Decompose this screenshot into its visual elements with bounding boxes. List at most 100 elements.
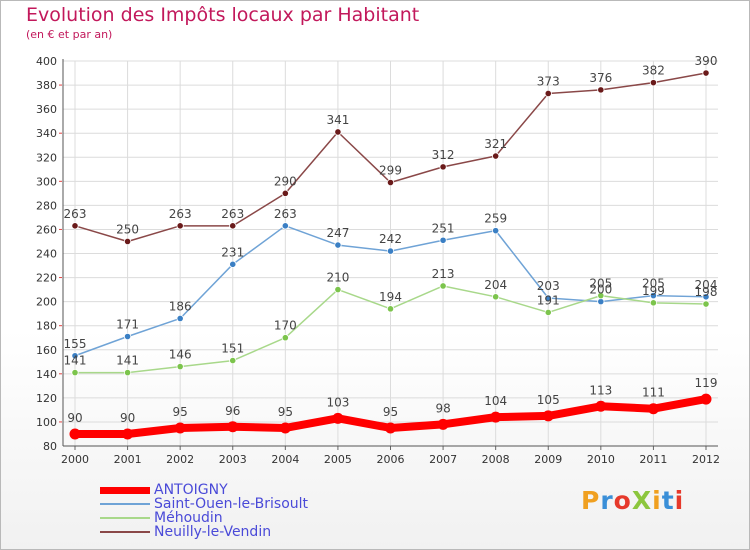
x-tick-label: 2005 <box>324 453 352 466</box>
y-tick-label: 220 <box>36 272 57 285</box>
proxiti-logo: ProXiti <box>581 486 684 515</box>
page-title: Evolution des Impôts locaux par Habitant <box>26 4 420 26</box>
data-label-mehoudin: 191 <box>537 293 560 307</box>
data-point-neuilly-le-vendin <box>386 178 395 187</box>
data-point-neuilly-le-vendin <box>492 152 500 160</box>
data-point-neuilly-le-vendin <box>123 237 132 246</box>
data-label-antoigny: 90 <box>120 411 135 425</box>
data-label-antoigny: 90 <box>67 411 82 425</box>
data-point-mehoudin <box>439 282 447 290</box>
data-point-antoigny <box>227 421 239 433</box>
data-label-saint-ouen-le-brisoult: 155 <box>64 337 87 351</box>
data-point-neuilly-le-vendin <box>649 79 658 87</box>
logo-letter: o <box>613 486 632 515</box>
data-point-antoigny <box>279 422 291 434</box>
data-label-antoigny: 104 <box>484 394 507 408</box>
data-label-neuilly-le-vendin: 263 <box>169 207 192 221</box>
data-point-antoigny <box>542 410 554 422</box>
x-tick-label: 2002 <box>166 453 194 466</box>
logo-letter: t <box>661 486 675 515</box>
data-label-mehoudin: 151 <box>221 342 244 356</box>
data-label-neuilly-le-vendin: 382 <box>642 64 665 78</box>
data-point-neuilly-le-vendin <box>439 163 447 171</box>
y-tick-label: 280 <box>36 199 57 212</box>
data-point-saint-ouen-le-brisoult <box>386 247 395 255</box>
data-labels: 263 250 263 263 290 341 299 312 321 373 376 382 390 1… <box>64 54 718 425</box>
y-tick-label: 400 <box>36 55 57 68</box>
y-tick-label: 240 <box>36 248 57 261</box>
legend-swatch-mehoudin <box>100 517 150 519</box>
data-point-antoigny <box>385 422 396 434</box>
x-tick-label: 2011 <box>639 453 667 466</box>
data-label-neuilly-le-vendin: 263 <box>221 207 244 221</box>
data-point-saint-ouen-le-brisoult <box>597 298 605 306</box>
y-tick-label: 200 <box>36 296 57 309</box>
data-label-saint-ouen-le-brisoult: 242 <box>379 232 402 246</box>
page-subtitle: (en € et par an) <box>26 28 113 41</box>
data-point-antoigny <box>647 403 659 415</box>
data-label-antoigny: 95 <box>173 405 188 419</box>
data-label-neuilly-le-vendin: 373 <box>537 74 560 88</box>
data-label-antoigny: 95 <box>278 405 293 419</box>
x-tick-label: 2007 <box>429 453 457 466</box>
x-tick-label: 2012 <box>692 453 720 466</box>
data-point-mehoudin <box>71 369 79 377</box>
y-tick-label: 300 <box>36 175 57 188</box>
data-point-neuilly-le-vendin <box>597 86 605 94</box>
legend-label: Méhoudin <box>154 510 223 526</box>
logo-letter: i <box>652 486 662 515</box>
data-label-saint-ouen-le-brisoult: 171 <box>116 318 139 332</box>
data-label-neuilly-le-vendin: 321 <box>484 137 507 151</box>
data-label-mehoudin: 146 <box>169 348 192 362</box>
legend-swatch-saint-ouen-le-brisoult <box>100 503 150 505</box>
data-point-mehoudin <box>176 362 184 371</box>
x-tick-label: 2009 <box>534 453 562 466</box>
y-tick-label: 140 <box>36 368 57 381</box>
data-label-mehoudin: 170 <box>274 319 297 333</box>
data-label-saint-ouen-le-brisoult: 205 <box>642 277 665 291</box>
data-point-antoigny <box>437 418 449 430</box>
data-point-neuilly-le-vendin <box>334 128 342 136</box>
y-tick-label: 360 <box>36 103 57 116</box>
data-point-saint-ouen-le-brisoult <box>123 332 132 341</box>
legend-label: Saint-Ouen-le-Brisoult <box>154 496 309 512</box>
data-point-mehoudin <box>597 292 605 300</box>
data-label-mehoudin: 199 <box>642 284 665 298</box>
data-point-mehoudin <box>281 334 289 342</box>
data-label-mehoudin: 213 <box>432 267 455 281</box>
data-label-antoigny: 105 <box>537 393 560 407</box>
data-label-antoigny: 119 <box>695 376 718 390</box>
data-point-mehoudin <box>123 369 132 377</box>
data-label-saint-ouen-le-brisoult: 186 <box>169 299 192 313</box>
data-label-mehoudin: 198 <box>695 285 718 299</box>
x-tick-label: 2008 <box>482 453 510 466</box>
data-point-saint-ouen-le-brisoult <box>176 314 184 323</box>
data-label-mehoudin: 204 <box>484 278 507 292</box>
data-point-mehoudin <box>649 299 658 307</box>
data-label-antoigny: 95 <box>383 405 398 419</box>
y-tick-label: 80 <box>43 440 57 453</box>
y-tick-label: 320 <box>36 151 57 164</box>
data-point-antoigny <box>332 412 344 424</box>
data-label-saint-ouen-le-brisoult: 204 <box>695 278 718 292</box>
x-tick-label: 2001 <box>114 453 142 466</box>
data-point-antoigny <box>122 428 134 440</box>
x-tick-label: 2000 <box>61 453 89 466</box>
data-label-neuilly-le-vendin: 341 <box>326 113 349 127</box>
data-label-saint-ouen-le-brisoult: 200 <box>589 283 612 297</box>
legend-swatch-neuilly-le-vendin <box>100 531 150 533</box>
data-point-saint-ouen-le-brisoult <box>281 222 289 230</box>
logo-letter: i <box>674 486 685 515</box>
data-label-antoigny: 111 <box>642 386 665 400</box>
data-label-saint-ouen-le-brisoult: 251 <box>432 221 455 235</box>
x-tick-label: 2003 <box>219 453 247 466</box>
data-label-mehoudin: 141 <box>116 354 139 368</box>
x-tick-label: 2004 <box>271 453 299 466</box>
data-label-antoigny: 113 <box>589 383 612 397</box>
data-label-mehoudin: 205 <box>589 277 612 291</box>
data-point-saint-ouen-le-brisoult <box>229 260 237 268</box>
y-tick-label: 180 <box>36 320 57 333</box>
data-label-saint-ouen-le-brisoult: 259 <box>484 212 507 226</box>
data-point-antoigny <box>700 393 712 405</box>
